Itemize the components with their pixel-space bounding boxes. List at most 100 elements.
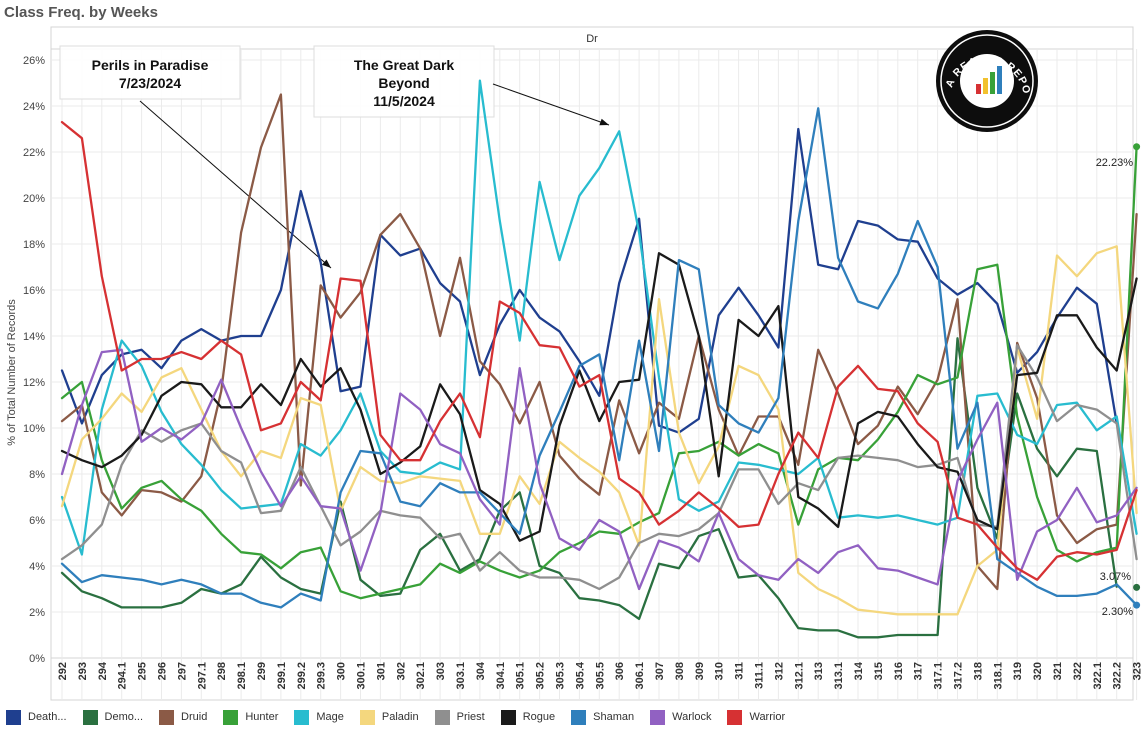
y-tick-label: 18%	[23, 239, 45, 251]
series-line-shaman	[60, 107, 1138, 609]
x-tick-label: 309	[694, 662, 706, 680]
x-tick-label: 317.2	[953, 662, 965, 690]
label-layer: 22.23% 3.07% 2.30%	[1096, 143, 1141, 618]
legend-item[interactable]: Paladin	[359, 709, 419, 725]
legend-swatch	[500, 709, 516, 725]
series-line-warlock	[60, 348, 1138, 591]
x-tick-label: 294	[97, 661, 109, 680]
x-tick-label: 303.1	[455, 662, 467, 690]
x-tick-label: 306	[614, 662, 626, 680]
legend-item[interactable]: Demo...	[82, 709, 144, 725]
annotation-text: 7/23/2024	[119, 75, 181, 91]
y-tick-label: 22%	[23, 147, 45, 159]
y-tick-label: 12%	[23, 377, 45, 389]
x-tick-label: 311	[734, 662, 746, 680]
legend-item[interactable]: Warlock	[650, 709, 711, 725]
x-tick-label: 302.1	[415, 662, 427, 690]
x-tick-label: 322.1	[1092, 662, 1104, 690]
legend-swatch	[434, 709, 450, 725]
x-tick-label: 301	[375, 662, 387, 680]
legend-item[interactable]: Warrior	[727, 709, 785, 725]
legend-item[interactable]: Death...	[6, 709, 67, 725]
x-tick-label: 322.2	[1112, 662, 1124, 690]
y-tick-label: 0%	[29, 653, 45, 665]
x-tick-label: 306.1	[634, 662, 646, 690]
column-header-label: Dr	[586, 33, 598, 45]
legend-swatch	[6, 709, 21, 725]
y-tick-label: 20%	[23, 193, 45, 205]
legend-swatch	[82, 709, 98, 725]
annotation-arrowhead	[321, 259, 331, 268]
annotation-arrow-line	[492, 83, 610, 126]
x-tick-label: 318.1	[992, 662, 1004, 690]
x-tick-label: 293	[77, 662, 89, 680]
legend: Death... Demo... Druid Hunter Mage Paladin Pri…	[6, 709, 801, 725]
x-tick-label: 304	[475, 661, 487, 680]
legend-item[interactable]: Priest	[434, 709, 485, 725]
y-tick-label: 2%	[29, 607, 45, 619]
x-tick-label: 300	[336, 662, 348, 680]
x-tick-label: 311.1	[754, 662, 766, 689]
x-tick-label: 313.1	[833, 662, 845, 690]
legend-swatch	[359, 709, 375, 725]
grid-layer: Dr 0% 2% 4% 6% 8% 10% 12% 14% 16% 18% 20% 22% 24% 26%%…	[6, 26, 1143, 701]
legend-item[interactable]: Hunter	[223, 709, 279, 725]
x-tick-label: 319	[1012, 662, 1024, 680]
x-tick-label: 318	[972, 662, 984, 680]
x-tick-label: 312	[773, 662, 785, 680]
legend-label: Hunter	[245, 711, 279, 723]
legend-item[interactable]: Druid	[159, 709, 207, 725]
x-tick-label: 323	[1132, 662, 1143, 680]
x-tick-label: 297	[176, 662, 188, 680]
y-tick-label: 8%	[29, 469, 45, 481]
series-layer	[60, 79, 1138, 639]
x-tick-label: 295	[137, 662, 149, 680]
x-tick-label: 292	[57, 662, 69, 680]
end-point-marker	[1133, 583, 1141, 591]
x-tick-label: 299	[256, 662, 268, 680]
x-tick-label: 312.1	[793, 662, 805, 690]
x-tick-label: 321	[1052, 662, 1064, 680]
x-tick-label: 317	[913, 662, 925, 680]
x-tick-label: 313	[813, 662, 825, 680]
x-tick-label: 294.1	[117, 662, 129, 690]
end-point-marker	[1133, 601, 1141, 609]
legend-swatch	[159, 709, 175, 725]
chart-title: Class Freq. by Weeks	[4, 4, 158, 21]
annotation-arrowhead	[599, 118, 609, 126]
x-tick-label: 317.1	[933, 662, 945, 690]
x-tick-label: 298.1	[236, 662, 248, 690]
annotation-text: The Great Dark	[354, 57, 455, 73]
y-tick-label: 6%	[29, 515, 45, 527]
legend-label: Demo...	[104, 711, 144, 723]
x-tick-label: 297.1	[196, 662, 208, 690]
x-tick-label: 303	[435, 662, 447, 680]
annotation-layer: Perils in Paradise 7/23/2024 The Great Dar…	[59, 45, 610, 269]
x-tick-label: 322	[1072, 662, 1084, 680]
x-tick-label: 299.1	[276, 662, 288, 690]
x-tick-label: 298	[216, 662, 228, 680]
x-tick-label: 304.1	[495, 662, 507, 690]
x-tick-label: 296	[157, 662, 169, 680]
x-tick-label: 299.3	[316, 662, 328, 690]
legend-item[interactable]: Rogue	[500, 709, 555, 725]
annotation-box	[313, 45, 495, 118]
line-chart: Dr 0% 2% 4% 6% 8% 10% 12% 14% 16% 18% 20% 22% 24% 26%%…	[6, 26, 1143, 701]
annotation-arrow-line	[139, 100, 332, 269]
y-tick-label: 26%	[23, 55, 45, 67]
series-line-rogue	[60, 252, 1138, 542]
y-tick-label: 14%	[23, 331, 45, 343]
x-tick-label: 307	[654, 662, 666, 680]
x-tick-label: 308	[674, 662, 686, 680]
x-tick-label: 305.5	[594, 662, 606, 690]
x-tick-label: 305.2	[535, 662, 547, 690]
x-tick-label: 305.3	[555, 662, 567, 690]
series-line-paladin	[60, 245, 1138, 616]
legend-item[interactable]: Shaman	[571, 709, 634, 725]
end-point-marker	[1133, 143, 1141, 151]
annotation-text: Perils in Paradise	[92, 57, 209, 73]
legend-label: Mage	[316, 711, 344, 723]
x-tick-label: 315	[873, 662, 885, 680]
legend-item[interactable]: Mage	[294, 709, 344, 725]
series-line-druid	[60, 93, 1138, 591]
